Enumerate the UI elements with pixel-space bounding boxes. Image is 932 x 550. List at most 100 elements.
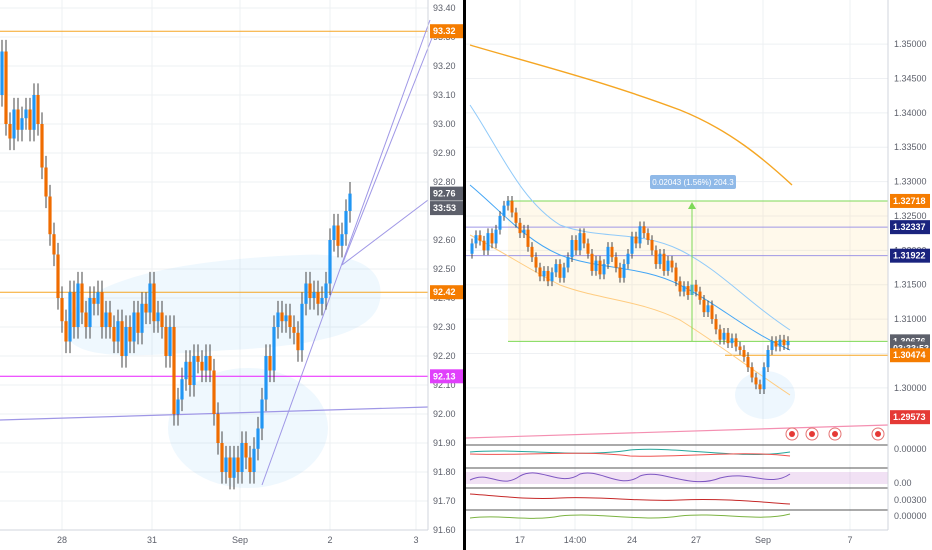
left-y-tick-label: 92.20 xyxy=(433,351,456,361)
left-candle-body xyxy=(264,356,268,400)
right-y-tick-label: 1.31000 xyxy=(894,314,927,324)
right-candle-body xyxy=(750,367,754,378)
left-candle-body xyxy=(0,51,4,95)
left-candle-body xyxy=(48,196,52,235)
left-candle-body xyxy=(20,118,24,130)
left-candle-body xyxy=(128,327,132,342)
left-candle-body xyxy=(324,283,328,298)
left-candle-body xyxy=(88,298,92,327)
right-candle-body xyxy=(598,260,602,275)
right-price-badge xyxy=(890,348,930,363)
left-candle-body xyxy=(348,193,352,211)
left-y-tick-label: 93.20 xyxy=(433,61,456,71)
left-candle-body xyxy=(92,298,96,304)
macd-line xyxy=(469,448,791,456)
right-price-badge-label: 1.30474 xyxy=(893,350,926,360)
left-y-tick-label: 93.40 xyxy=(433,3,456,13)
right-candle-body xyxy=(486,233,490,251)
left-candle-body xyxy=(304,283,308,304)
left-x-tick-label: 2 xyxy=(327,535,332,545)
right-candle-body xyxy=(738,346,742,350)
left-candle-body xyxy=(188,361,192,385)
right-candle-body xyxy=(542,270,546,277)
left-y-tick-label: 92.90 xyxy=(433,148,456,158)
right-candle-body xyxy=(786,341,790,346)
right-price-badge xyxy=(890,248,930,263)
left-time-axis: 28 31 Sep 2 3 xyxy=(57,535,419,545)
left-candle-body xyxy=(288,315,292,327)
left-candle-body xyxy=(228,457,232,478)
left-price-badge xyxy=(430,186,464,201)
right-price-badge xyxy=(890,193,930,208)
right-candle-body xyxy=(558,264,562,278)
right-candle-body xyxy=(590,253,594,271)
right-chart-panel[interactable]: 0.02043 (1.56%) 204.3 1.35000 1.34500 1.34… xyxy=(465,0,930,545)
left-trend-line xyxy=(261,19,431,486)
right-x-tick-label: 27 xyxy=(691,535,701,545)
left-candle-body xyxy=(272,327,276,371)
indicator-4-line xyxy=(469,513,791,519)
left-candle-body xyxy=(4,51,8,124)
right-candle-body xyxy=(670,260,674,268)
left-candle-body xyxy=(12,109,16,139)
right-candle-body xyxy=(710,305,714,320)
right-candle-body xyxy=(754,377,758,385)
left-candle-body xyxy=(148,283,152,313)
left-candle-body xyxy=(156,312,160,322)
left-chart-panel[interactable]: 93.4093.3093.2093.1093.0092.9092.8092.70… xyxy=(0,0,464,545)
left-candle-body xyxy=(8,124,12,139)
right-candle-body xyxy=(662,253,666,271)
left-candle-body xyxy=(316,292,320,304)
left-candle-body xyxy=(328,240,332,284)
right-candle-body xyxy=(762,367,766,390)
left-candles xyxy=(0,39,352,490)
right-x-tick-label: 14:00 xyxy=(564,535,587,545)
right-candle-body xyxy=(666,260,670,271)
flag-icon xyxy=(875,431,881,437)
right-candle-body xyxy=(522,229,526,234)
right-candle-body xyxy=(714,319,718,330)
left-price-badge xyxy=(430,285,464,300)
left-candle-body xyxy=(336,225,340,246)
right-candle-body xyxy=(510,200,514,213)
left-price-badges: 93.32 92.76 33:53 92.42 92.13 xyxy=(430,24,464,384)
left-candle-body xyxy=(116,321,120,342)
right-candle-body xyxy=(718,329,722,340)
right-candle-body xyxy=(534,257,538,268)
left-x-tick-label: 31 xyxy=(147,535,157,545)
left-candle-body xyxy=(64,321,68,342)
right-price-badge xyxy=(890,410,930,425)
right-candle-body xyxy=(602,264,606,275)
left-candle-body xyxy=(308,283,312,298)
left-price-badge-label: 33:53 xyxy=(433,203,456,213)
right-candle-body xyxy=(562,267,566,278)
right-candle-body xyxy=(642,226,646,234)
left-candle-body xyxy=(184,361,188,380)
left-y-tick-label: 93.10 xyxy=(433,90,456,100)
right-candle-body xyxy=(778,339,782,347)
left-candle-body xyxy=(164,327,168,356)
right-price-axis: 1.35000 1.34500 1.34000 1.33500 1.33000 1.325… xyxy=(894,39,927,521)
left-candle-body xyxy=(96,292,100,304)
left-candle-body xyxy=(124,327,128,356)
left-candle-body xyxy=(232,457,236,478)
left-candle-body xyxy=(140,303,144,333)
left-candle-body xyxy=(72,292,76,327)
rsi-line xyxy=(469,472,791,483)
left-candle-body xyxy=(40,124,44,168)
left-highlight-zone-2 xyxy=(168,368,328,488)
left-candle-body xyxy=(300,303,304,351)
left-candle-body xyxy=(196,356,200,362)
left-candle-body xyxy=(136,312,140,333)
left-candle-body xyxy=(172,327,176,414)
left-candle-body xyxy=(28,109,32,130)
left-candle-body xyxy=(192,356,196,385)
right-candle-body xyxy=(650,240,654,251)
left-price-badge xyxy=(430,24,464,39)
right-candle-body xyxy=(610,246,614,258)
left-candle-body xyxy=(152,283,156,322)
panel-divider[interactable] xyxy=(463,0,466,550)
left-trend-line xyxy=(341,37,433,266)
left-candle-body xyxy=(332,225,336,240)
